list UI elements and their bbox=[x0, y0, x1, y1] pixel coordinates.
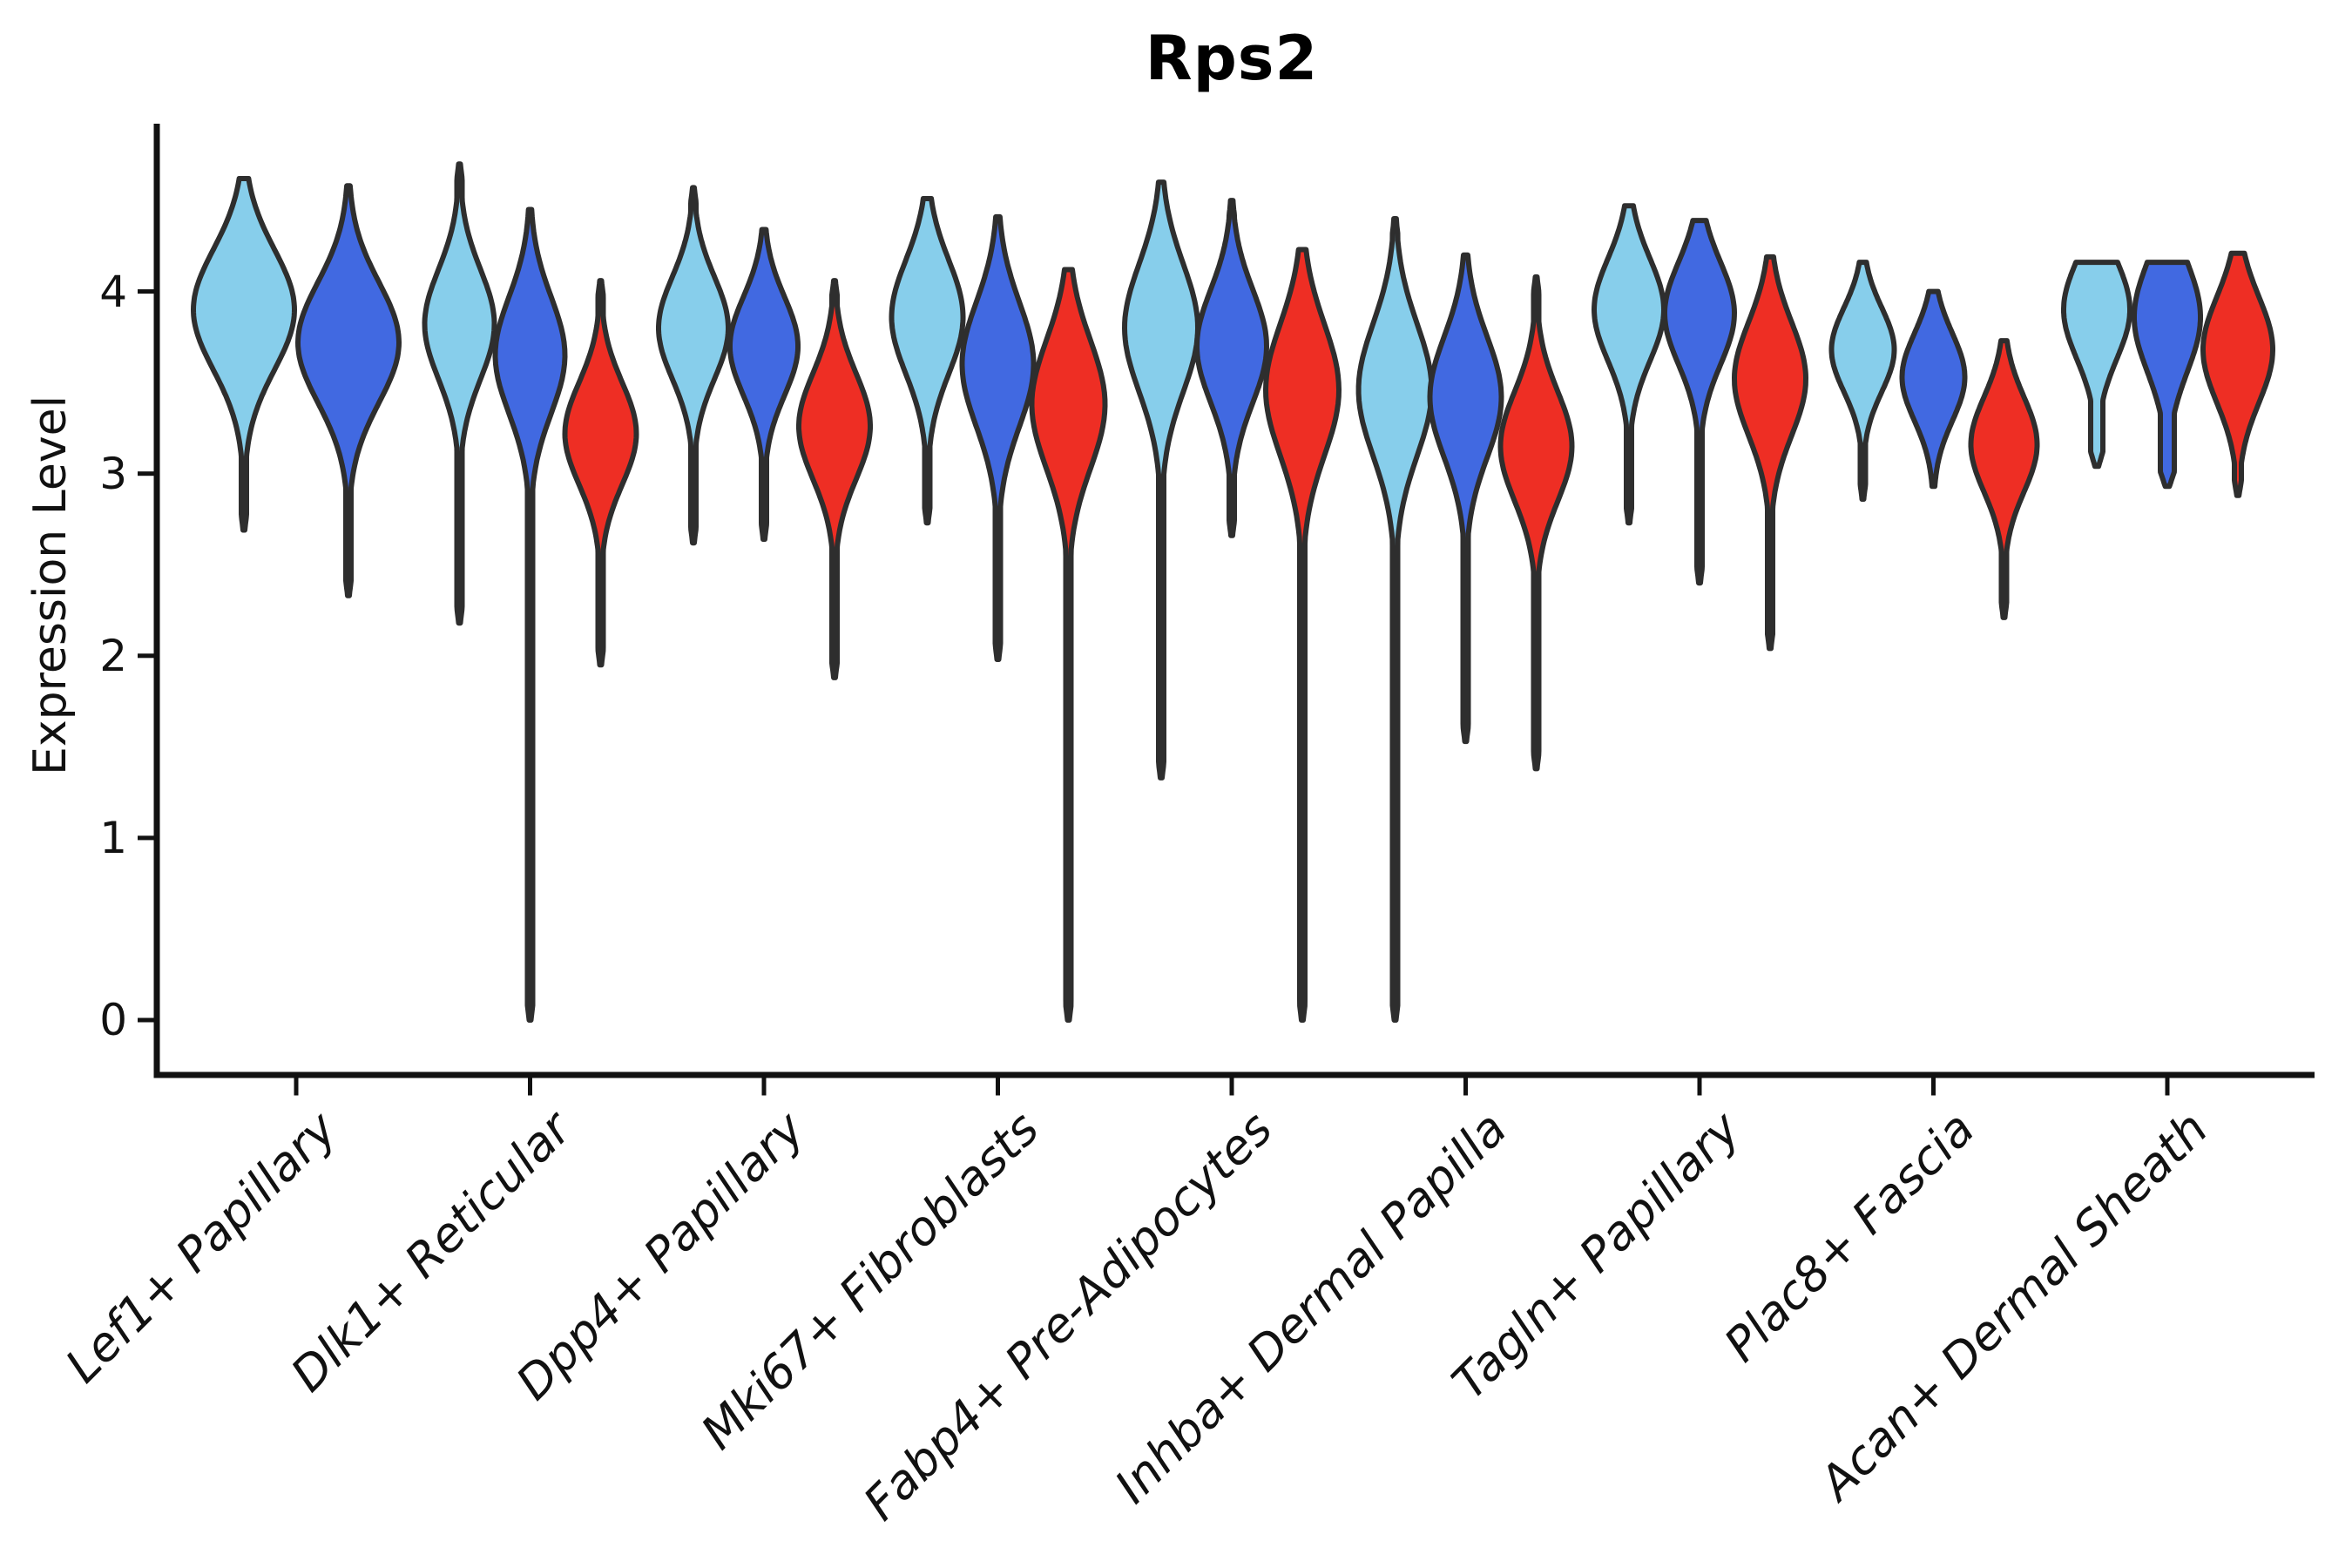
violin-fabp4-pre-adipocytes-red bbox=[1263, 247, 1342, 1023]
y-tick-label-1: 1 bbox=[99, 812, 127, 863]
x-tick-mark bbox=[996, 1078, 1000, 1096]
y-tick-label-2: 2 bbox=[99, 630, 127, 681]
violin-acan-dermal-sheath-royalblue bbox=[2132, 260, 2203, 490]
x-tick-mark bbox=[294, 1078, 299, 1096]
x-tick-mark bbox=[761, 1078, 767, 1096]
violin-mki67-fibroblasts-skyblue bbox=[889, 196, 966, 526]
violin-plac8-fascia-red bbox=[1968, 338, 2040, 620]
violin-dpp4-papillary-royalblue bbox=[727, 226, 801, 542]
y-tick-label-3: 3 bbox=[99, 448, 127, 499]
violin-dpp4-papillary-skyblue bbox=[656, 185, 731, 546]
violin-dlk1-reticular-red bbox=[562, 278, 639, 668]
x-tick-mark bbox=[1463, 1078, 1468, 1096]
y-axis-label: Expression Level bbox=[24, 395, 77, 776]
violin-inhba-dermal-papilla-skyblue bbox=[1355, 216, 1435, 1023]
violin-tagln-papillary-red bbox=[1732, 253, 1808, 652]
violin-lef1-papillary-royalblue bbox=[295, 183, 402, 598]
violin-plac8-fascia-skyblue bbox=[1828, 260, 1897, 502]
x-tick-mark bbox=[528, 1078, 532, 1096]
violin-dlk1-reticular-royalblue bbox=[492, 206, 568, 1023]
violin-mki67-fibroblasts-red bbox=[1029, 267, 1108, 1023]
violin-acan-dermal-sheath-red bbox=[2200, 250, 2275, 498]
violin-mki67-fibroblasts-royalblue bbox=[959, 213, 1037, 662]
violin-dpp4-papillary-red bbox=[796, 278, 873, 680]
chart-title: Rps2 bbox=[1145, 23, 1319, 94]
y-tick-label-4: 4 bbox=[99, 266, 127, 317]
y-tick-mark bbox=[138, 471, 157, 476]
y-tick-mark bbox=[138, 835, 157, 841]
y-tick-mark bbox=[138, 1017, 157, 1023]
violin-fabp4-pre-adipocytes-royalblue bbox=[1194, 198, 1269, 538]
violin-plac8-fascia-royalblue bbox=[1899, 288, 1968, 490]
x-axis-spine bbox=[153, 1071, 2315, 1078]
violin-inhba-dermal-papilla-royalblue bbox=[1427, 252, 1504, 745]
violin-inhba-dermal-papilla-red bbox=[1497, 274, 1575, 772]
x-tick-mark bbox=[1229, 1078, 1234, 1096]
violin-lef1-papillary-skyblue bbox=[191, 176, 297, 533]
violin-acan-dermal-sheath-skyblue bbox=[2061, 260, 2132, 470]
x-tick-mark bbox=[1931, 1078, 1936, 1096]
violin-tagln-papillary-skyblue bbox=[1592, 203, 1666, 526]
x-tick-mark bbox=[1697, 1078, 1702, 1096]
y-tick-label-0: 0 bbox=[99, 995, 127, 1045]
y-tick-mark bbox=[138, 289, 157, 294]
violin-tagln-papillary-royalblue bbox=[1662, 218, 1737, 586]
y-axis-spine bbox=[153, 124, 160, 1078]
x-tick-mark bbox=[2165, 1078, 2170, 1096]
violin-fabp4-pre-adipocytes-skyblue bbox=[1122, 179, 1200, 781]
y-tick-mark bbox=[138, 653, 157, 659]
violin-dlk1-reticular-skyblue bbox=[422, 161, 497, 626]
